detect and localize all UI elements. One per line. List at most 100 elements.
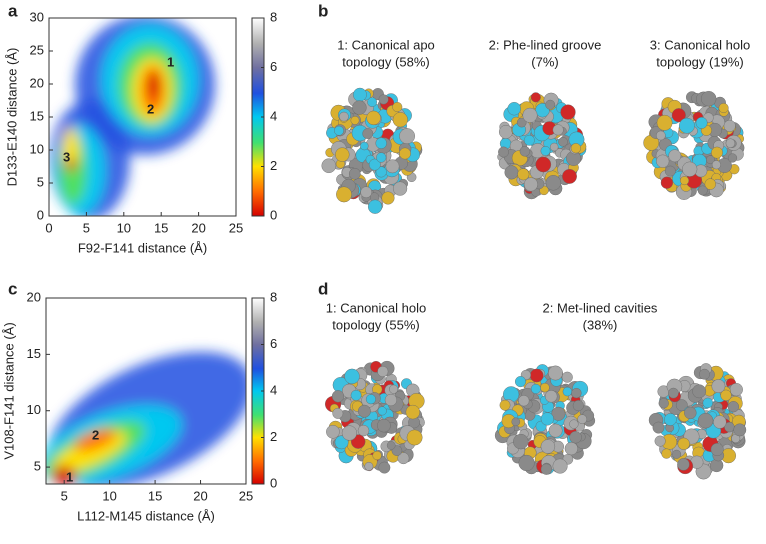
- residue: [561, 371, 573, 383]
- residue: [702, 397, 713, 409]
- residue: [511, 417, 521, 427]
- residue: [360, 186, 373, 198]
- colorbar-tick-label: 2: [270, 429, 277, 444]
- residue: [518, 395, 530, 407]
- annotation: 2: [92, 427, 99, 442]
- residue: [362, 128, 374, 140]
- residue: [671, 108, 686, 123]
- x-tick-label: 10: [102, 488, 116, 503]
- colorbar-tick-label: 8: [270, 9, 277, 24]
- residue: [393, 181, 408, 196]
- residue: [357, 424, 370, 437]
- x-tick-label: 20: [191, 220, 205, 235]
- residue: [540, 382, 550, 393]
- residue: [545, 175, 561, 191]
- residue: [675, 399, 688, 412]
- residue: [569, 431, 582, 444]
- residue: [335, 147, 350, 162]
- residue: [733, 423, 747, 437]
- residue: [695, 117, 708, 129]
- caption: 3: Canonical holo: [650, 37, 750, 52]
- residue: [562, 168, 577, 184]
- annotation: 2: [147, 101, 154, 116]
- residue: [530, 383, 541, 394]
- residue: [336, 186, 352, 203]
- residue: [391, 445, 403, 456]
- y-tick-label: 10: [27, 402, 41, 417]
- colorbar-tick-label: 8: [270, 289, 277, 304]
- residue: [332, 407, 344, 419]
- residue: [577, 414, 588, 425]
- residue: [350, 116, 360, 125]
- residue: [545, 99, 556, 110]
- residue: [569, 419, 579, 429]
- x-axis-label: F92-F141 distance (Å): [78, 240, 207, 255]
- residue: [679, 117, 695, 134]
- caption: topology (58%): [342, 54, 429, 69]
- residue: [658, 398, 669, 409]
- residue: [692, 384, 707, 399]
- residue: [652, 421, 665, 434]
- density-map: [50, 18, 215, 216]
- residue: [545, 390, 558, 403]
- residue: [399, 147, 411, 160]
- colorbar-tick-label: 4: [270, 382, 277, 397]
- residue: [550, 142, 559, 152]
- annotation: 1: [66, 469, 73, 484]
- panel-label: d: [318, 279, 328, 298]
- residue: [372, 450, 382, 461]
- colorbar-tick-label: 4: [270, 108, 277, 123]
- residue: [386, 441, 396, 450]
- residue: [713, 415, 727, 429]
- residue: [376, 152, 387, 163]
- residue: [352, 100, 367, 115]
- y-tick-label: 15: [30, 108, 44, 123]
- residue: [570, 143, 582, 154]
- residue: [548, 365, 563, 381]
- residue: [515, 376, 527, 388]
- residue: [725, 138, 736, 148]
- residue: [656, 114, 673, 131]
- residue: [668, 149, 682, 163]
- y-axis-label: V108-F141 distance (Å): [1, 322, 16, 459]
- x-axis-label: L112-M145 distance (Å): [77, 508, 215, 523]
- residue: [562, 386, 573, 397]
- residue: [677, 437, 690, 450]
- residue: [672, 449, 682, 459]
- y-tick-label: 25: [30, 42, 44, 57]
- residue: [392, 112, 408, 128]
- residue: [664, 413, 677, 426]
- residue: [523, 134, 535, 146]
- residue: [552, 458, 568, 474]
- residue: [711, 379, 726, 393]
- residue: [668, 387, 679, 399]
- residue: [406, 429, 423, 446]
- residue: [375, 166, 387, 178]
- residue: [572, 400, 584, 412]
- caption: 2: Phe-lined groove: [489, 37, 602, 52]
- residue: [389, 384, 399, 394]
- protein-surfaces: [321, 87, 747, 480]
- residue: [397, 452, 410, 465]
- residue: [723, 119, 736, 132]
- caption: 1: Canonical apo: [337, 37, 435, 52]
- residue: [720, 389, 732, 401]
- x-tick-label: 0: [45, 220, 52, 235]
- residue: [498, 124, 513, 139]
- residue: [654, 435, 666, 447]
- residue: [551, 406, 566, 421]
- x-tick-label: 15: [154, 220, 168, 235]
- residue: [729, 383, 743, 397]
- residue: [535, 156, 552, 173]
- residue: [697, 185, 708, 196]
- plot-frame: [45, 297, 247, 485]
- residue: [350, 389, 362, 401]
- annotation: 3: [63, 149, 70, 164]
- residue: [727, 401, 740, 413]
- residue: [384, 393, 398, 407]
- residue: [682, 161, 698, 177]
- residue: [530, 92, 541, 103]
- caption: topology (55%): [332, 317, 419, 332]
- residue: [701, 90, 717, 107]
